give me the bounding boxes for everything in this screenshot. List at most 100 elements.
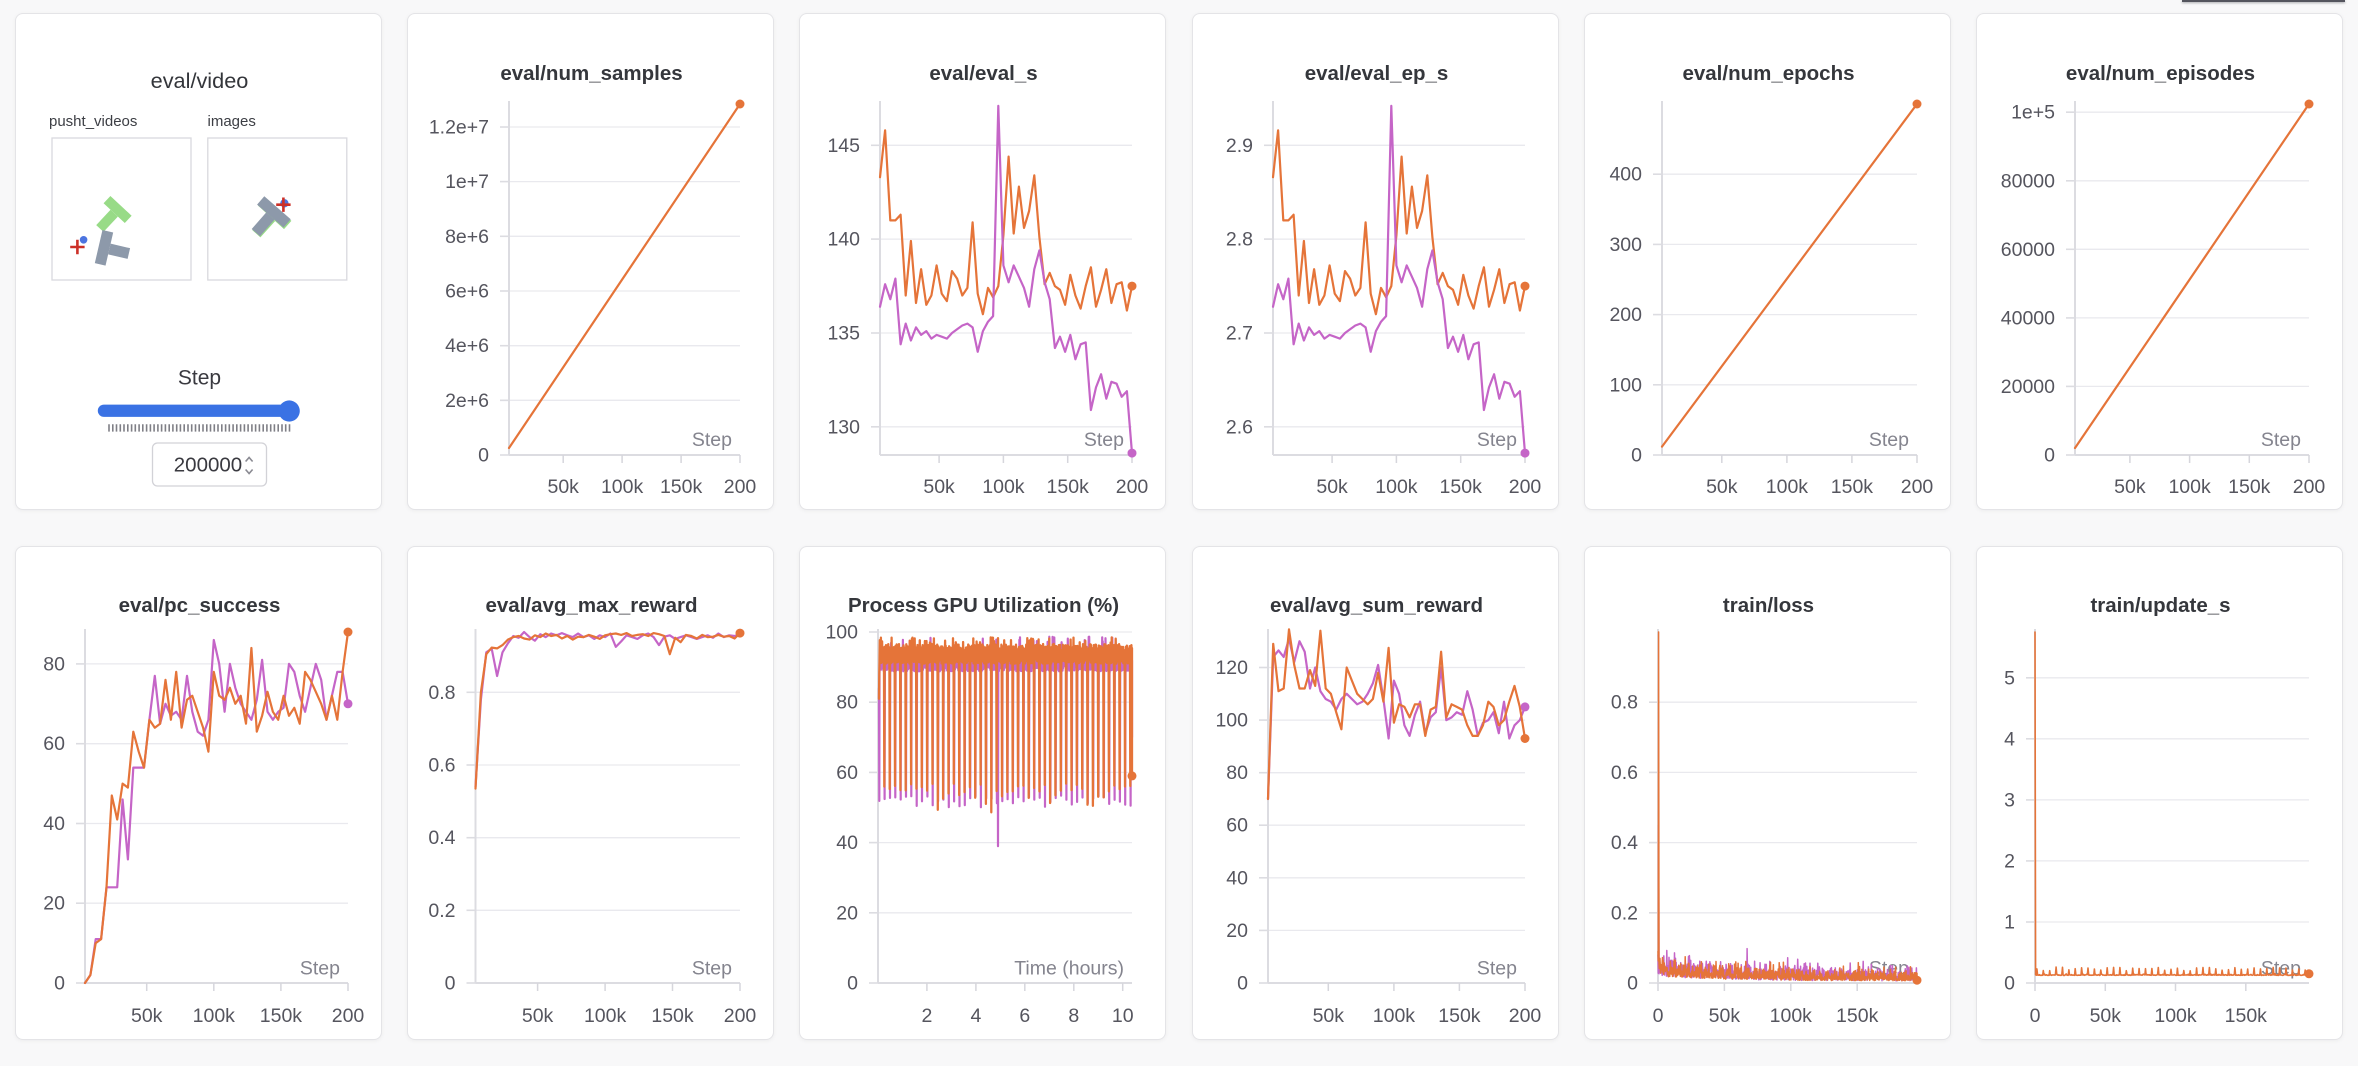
svg-text:100k: 100k <box>1770 1005 1813 1027</box>
svg-text:200: 200 <box>724 476 757 498</box>
svg-text:0: 0 <box>847 973 858 995</box>
svg-text:100k: 100k <box>1766 476 1809 498</box>
svg-text:4e+6: 4e+6 <box>445 335 489 357</box>
svg-text:150k: 150k <box>2225 1005 2268 1027</box>
svg-text:40000: 40000 <box>2001 307 2055 329</box>
svg-text:0.2: 0.2 <box>428 900 455 922</box>
svg-text:150k: 150k <box>1438 1005 1481 1027</box>
svg-text:2.8: 2.8 <box>1226 229 1253 251</box>
svg-text:50k: 50k <box>1313 1005 1345 1027</box>
svg-text:eval/eval_ep_s: eval/eval_ep_s <box>1305 62 1449 85</box>
svg-text:50k: 50k <box>2090 1005 2122 1027</box>
svg-text:0: 0 <box>2044 445 2055 467</box>
svg-text:1.2e+7: 1.2e+7 <box>429 117 489 139</box>
svg-text:train/update_s: train/update_s <box>2090 594 2230 617</box>
svg-text:eval/eval_s: eval/eval_s <box>929 62 1037 85</box>
svg-text:10: 10 <box>1112 1005 1134 1027</box>
svg-text:50k: 50k <box>131 1005 163 1027</box>
svg-text:150k: 150k <box>1836 1005 1879 1027</box>
svg-text:200: 200 <box>1509 1005 1542 1027</box>
svg-text:0: 0 <box>478 445 489 467</box>
svg-text:2e+6: 2e+6 <box>445 390 489 412</box>
svg-text:6: 6 <box>1019 1005 1030 1027</box>
svg-text:2.9: 2.9 <box>1226 135 1253 157</box>
svg-text:Step: Step <box>178 367 221 390</box>
svg-text:60: 60 <box>836 762 858 784</box>
svg-text:200000: 200000 <box>174 454 242 477</box>
svg-text:200: 200 <box>1116 476 1149 498</box>
svg-text:0.4: 0.4 <box>1611 832 1638 854</box>
svg-text:100k: 100k <box>584 1005 627 1027</box>
svg-text:train/loss: train/loss <box>1723 594 1814 617</box>
svg-text:100: 100 <box>1609 374 1642 396</box>
svg-text:50k: 50k <box>1709 1005 1741 1027</box>
svg-text:2.7: 2.7 <box>1226 323 1253 345</box>
svg-text:8: 8 <box>1068 1005 1079 1027</box>
svg-text:Step: Step <box>300 958 340 980</box>
svg-text:0: 0 <box>1653 1005 1664 1027</box>
svg-text:eval/avg_sum_reward: eval/avg_sum_reward <box>1270 594 1483 617</box>
svg-text:0.2: 0.2 <box>1611 902 1638 924</box>
svg-text:40: 40 <box>836 832 858 854</box>
svg-text:50k: 50k <box>547 476 579 498</box>
svg-text:40: 40 <box>43 813 65 835</box>
svg-text:0: 0 <box>2004 973 2015 995</box>
svg-text:200: 200 <box>332 1005 365 1027</box>
svg-text:20000: 20000 <box>2001 376 2055 398</box>
svg-text:eval/num_epochs: eval/num_epochs <box>1682 62 1854 85</box>
svg-text:100k: 100k <box>2168 476 2211 498</box>
svg-text:Step: Step <box>1084 429 1124 451</box>
svg-text:20: 20 <box>836 902 858 924</box>
svg-text:200: 200 <box>1509 476 1542 498</box>
svg-text:eval/num_samples: eval/num_samples <box>500 62 682 85</box>
svg-text:eval/num_episodes: eval/num_episodes <box>2066 62 2255 85</box>
svg-text:150k: 150k <box>1440 476 1483 498</box>
svg-text:4: 4 <box>970 1005 981 1027</box>
svg-text:100k: 100k <box>2154 1005 2197 1027</box>
svg-text:0: 0 <box>1631 445 1642 467</box>
svg-text:pusht_videos: pusht_videos <box>49 113 137 130</box>
svg-text:0: 0 <box>2030 1005 2041 1027</box>
svg-text:Step: Step <box>1477 958 1517 980</box>
svg-text:0: 0 <box>1237 973 1248 995</box>
svg-text:150k: 150k <box>660 476 703 498</box>
svg-text:150k: 150k <box>1831 476 1874 498</box>
svg-text:150k: 150k <box>1047 476 1090 498</box>
svg-text:50k: 50k <box>1706 476 1738 498</box>
svg-text:2: 2 <box>2004 850 2015 872</box>
svg-text:120: 120 <box>1215 657 1248 679</box>
svg-text:Step: Step <box>692 958 732 980</box>
svg-text:50k: 50k <box>923 476 955 498</box>
svg-text:150k: 150k <box>651 1005 694 1027</box>
svg-text:100k: 100k <box>1373 1005 1416 1027</box>
svg-text:50k: 50k <box>522 1005 554 1027</box>
svg-text:2: 2 <box>921 1005 932 1027</box>
svg-text:100k: 100k <box>601 476 644 498</box>
svg-text:5: 5 <box>2004 667 2015 689</box>
svg-text:300: 300 <box>1609 234 1642 256</box>
svg-text:Step: Step <box>1869 429 1909 451</box>
svg-text:200: 200 <box>1609 304 1642 326</box>
svg-text:140: 140 <box>827 229 860 251</box>
svg-text:8e+6: 8e+6 <box>445 226 489 248</box>
svg-text:130: 130 <box>827 416 860 438</box>
svg-text:80: 80 <box>43 653 65 675</box>
svg-text:0: 0 <box>54 973 65 995</box>
svg-text:6e+6: 6e+6 <box>445 281 489 303</box>
svg-text:3: 3 <box>2004 789 2015 811</box>
svg-text:60: 60 <box>1226 815 1248 837</box>
svg-text:200: 200 <box>724 1005 757 1027</box>
svg-text:0.8: 0.8 <box>428 682 455 704</box>
svg-text:Step: Step <box>2261 429 2301 451</box>
svg-text:135: 135 <box>827 323 860 345</box>
svg-text:200: 200 <box>1901 476 1934 498</box>
svg-text:40: 40 <box>1226 867 1248 889</box>
svg-text:100: 100 <box>825 622 858 644</box>
svg-text:80: 80 <box>836 692 858 714</box>
svg-text:20: 20 <box>1226 920 1248 942</box>
svg-text:Time (hours): Time (hours) <box>1014 958 1124 980</box>
svg-text:60: 60 <box>43 733 65 755</box>
svg-text:150k: 150k <box>2228 476 2271 498</box>
svg-text:100k: 100k <box>1375 476 1418 498</box>
svg-text:0.6: 0.6 <box>428 755 455 777</box>
